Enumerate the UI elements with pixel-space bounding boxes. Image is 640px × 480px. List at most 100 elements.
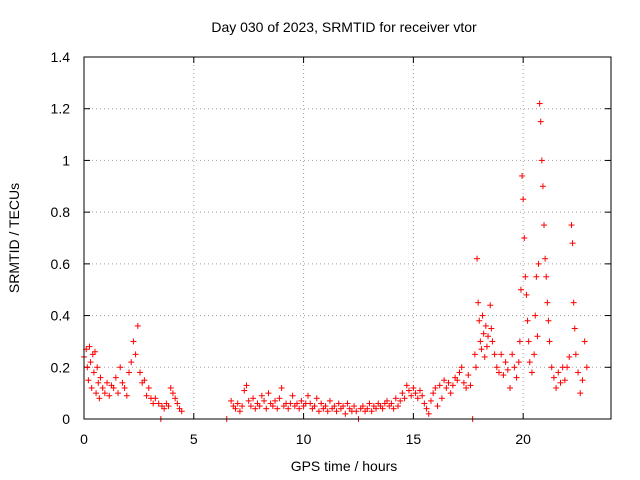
data-point [342,410,349,417]
x-tick-label: 5 [190,431,198,447]
data-point [265,390,272,397]
data-point [388,400,395,407]
data-point [528,369,535,376]
data-point [390,405,397,412]
data-point [541,222,548,229]
data-point [568,222,575,229]
data-point [493,364,500,371]
data-point [155,400,162,407]
grid-lines [84,57,611,419]
data-point [344,400,351,407]
data-point [472,364,479,371]
data-point [243,382,250,389]
y-tick-label: 0.8 [51,204,71,220]
data-point [145,384,152,391]
data-point [174,400,181,407]
data-point [513,374,520,381]
data-point [524,317,531,324]
data-point [564,364,571,371]
data-point [441,377,448,384]
data-point [236,408,243,415]
data-point [91,348,98,355]
data-point [555,369,562,376]
data-point [340,403,347,410]
data-point [106,392,113,399]
data-point [99,384,106,391]
data-point [117,364,124,371]
data-point [474,255,481,262]
data-point [504,366,511,373]
axis-ticks: 0 5 10 15 20 0 0.2 0.4 0.6 0.8 1 1.2 1.4 [51,49,611,447]
data-point [502,359,509,366]
data-point [256,403,263,410]
data-point [532,312,539,319]
data-point [491,351,498,358]
data-point [579,377,586,384]
data-point [480,330,487,337]
y-tick-label: 0.4 [51,308,71,324]
data-point [296,405,303,412]
data-point [460,379,467,386]
data-point [425,410,432,417]
data-point [150,400,157,407]
data-point [86,343,93,350]
data-point [506,384,513,391]
data-point [571,325,578,332]
data-point [430,390,437,397]
data-point [572,351,579,358]
data-point [315,408,322,415]
data-point [234,400,241,407]
data-point [130,338,137,345]
data-point [423,405,430,412]
data-point [545,317,552,324]
data-point [104,379,111,386]
data-point [88,384,95,391]
data-point [454,377,461,384]
data-point [112,374,119,381]
y-tick-label: 1.4 [51,49,71,65]
data-point [456,369,463,376]
data-point [331,403,338,410]
data-point [307,400,314,407]
data-point [517,286,524,293]
data-point [384,397,391,404]
data-point [427,397,434,404]
data-point [546,338,553,345]
data-point [445,379,452,386]
data-point [126,369,133,376]
data-point [359,403,366,410]
data-point [463,384,470,391]
data-point [169,390,176,397]
data-point [419,392,426,399]
data-point [544,299,551,306]
data-point [401,395,408,402]
data-point [274,405,281,412]
data-point [152,395,159,402]
data-point [522,273,529,280]
data-point [397,397,404,404]
data-point [379,405,386,412]
data-point [322,403,329,410]
x-tick-label: 15 [406,431,422,447]
data-point [467,382,474,389]
data-point [515,359,522,366]
data-point [101,390,108,397]
data-point [172,395,179,402]
data-point [408,392,415,399]
data-point [403,382,410,389]
data-point [521,235,528,241]
data-point [276,395,283,402]
data-point [569,240,576,247]
data-point [487,302,494,309]
data-point [534,333,541,340]
data-point [128,359,135,366]
data-point [526,359,533,366]
data-point [250,395,257,402]
data-point [500,372,507,379]
data-point [143,392,150,399]
y-tick-label: 1 [62,152,70,168]
data-point [178,408,185,415]
data-point [449,382,456,389]
data-point [543,273,550,280]
x-tick-label: 20 [515,431,531,447]
